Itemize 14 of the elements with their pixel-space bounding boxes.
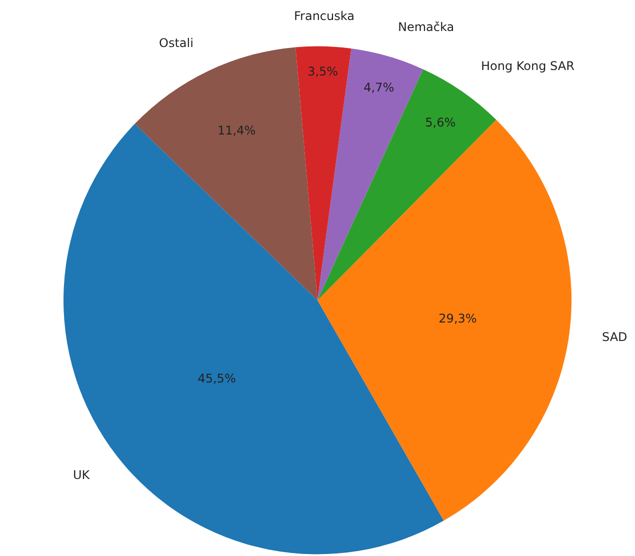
pie-slice [296,46,352,300]
data-label: 29,3% [438,312,477,326]
slice-label: Hong Kong SAR [481,59,574,73]
data-label: 45,5% [198,372,236,386]
data-label: 11,4% [218,123,256,138]
data-label: 3,5% [308,64,338,78]
slice-label: Francuska [294,9,354,23]
slice-label: SAD [602,330,628,344]
data-label: 4,7% [364,80,394,94]
slice-label: Ostali [159,36,194,50]
pie-slice [318,120,572,521]
slice-label: UK [73,468,91,482]
data-label: 5,6% [425,115,456,130]
slice-label: Nemačka [398,20,454,34]
